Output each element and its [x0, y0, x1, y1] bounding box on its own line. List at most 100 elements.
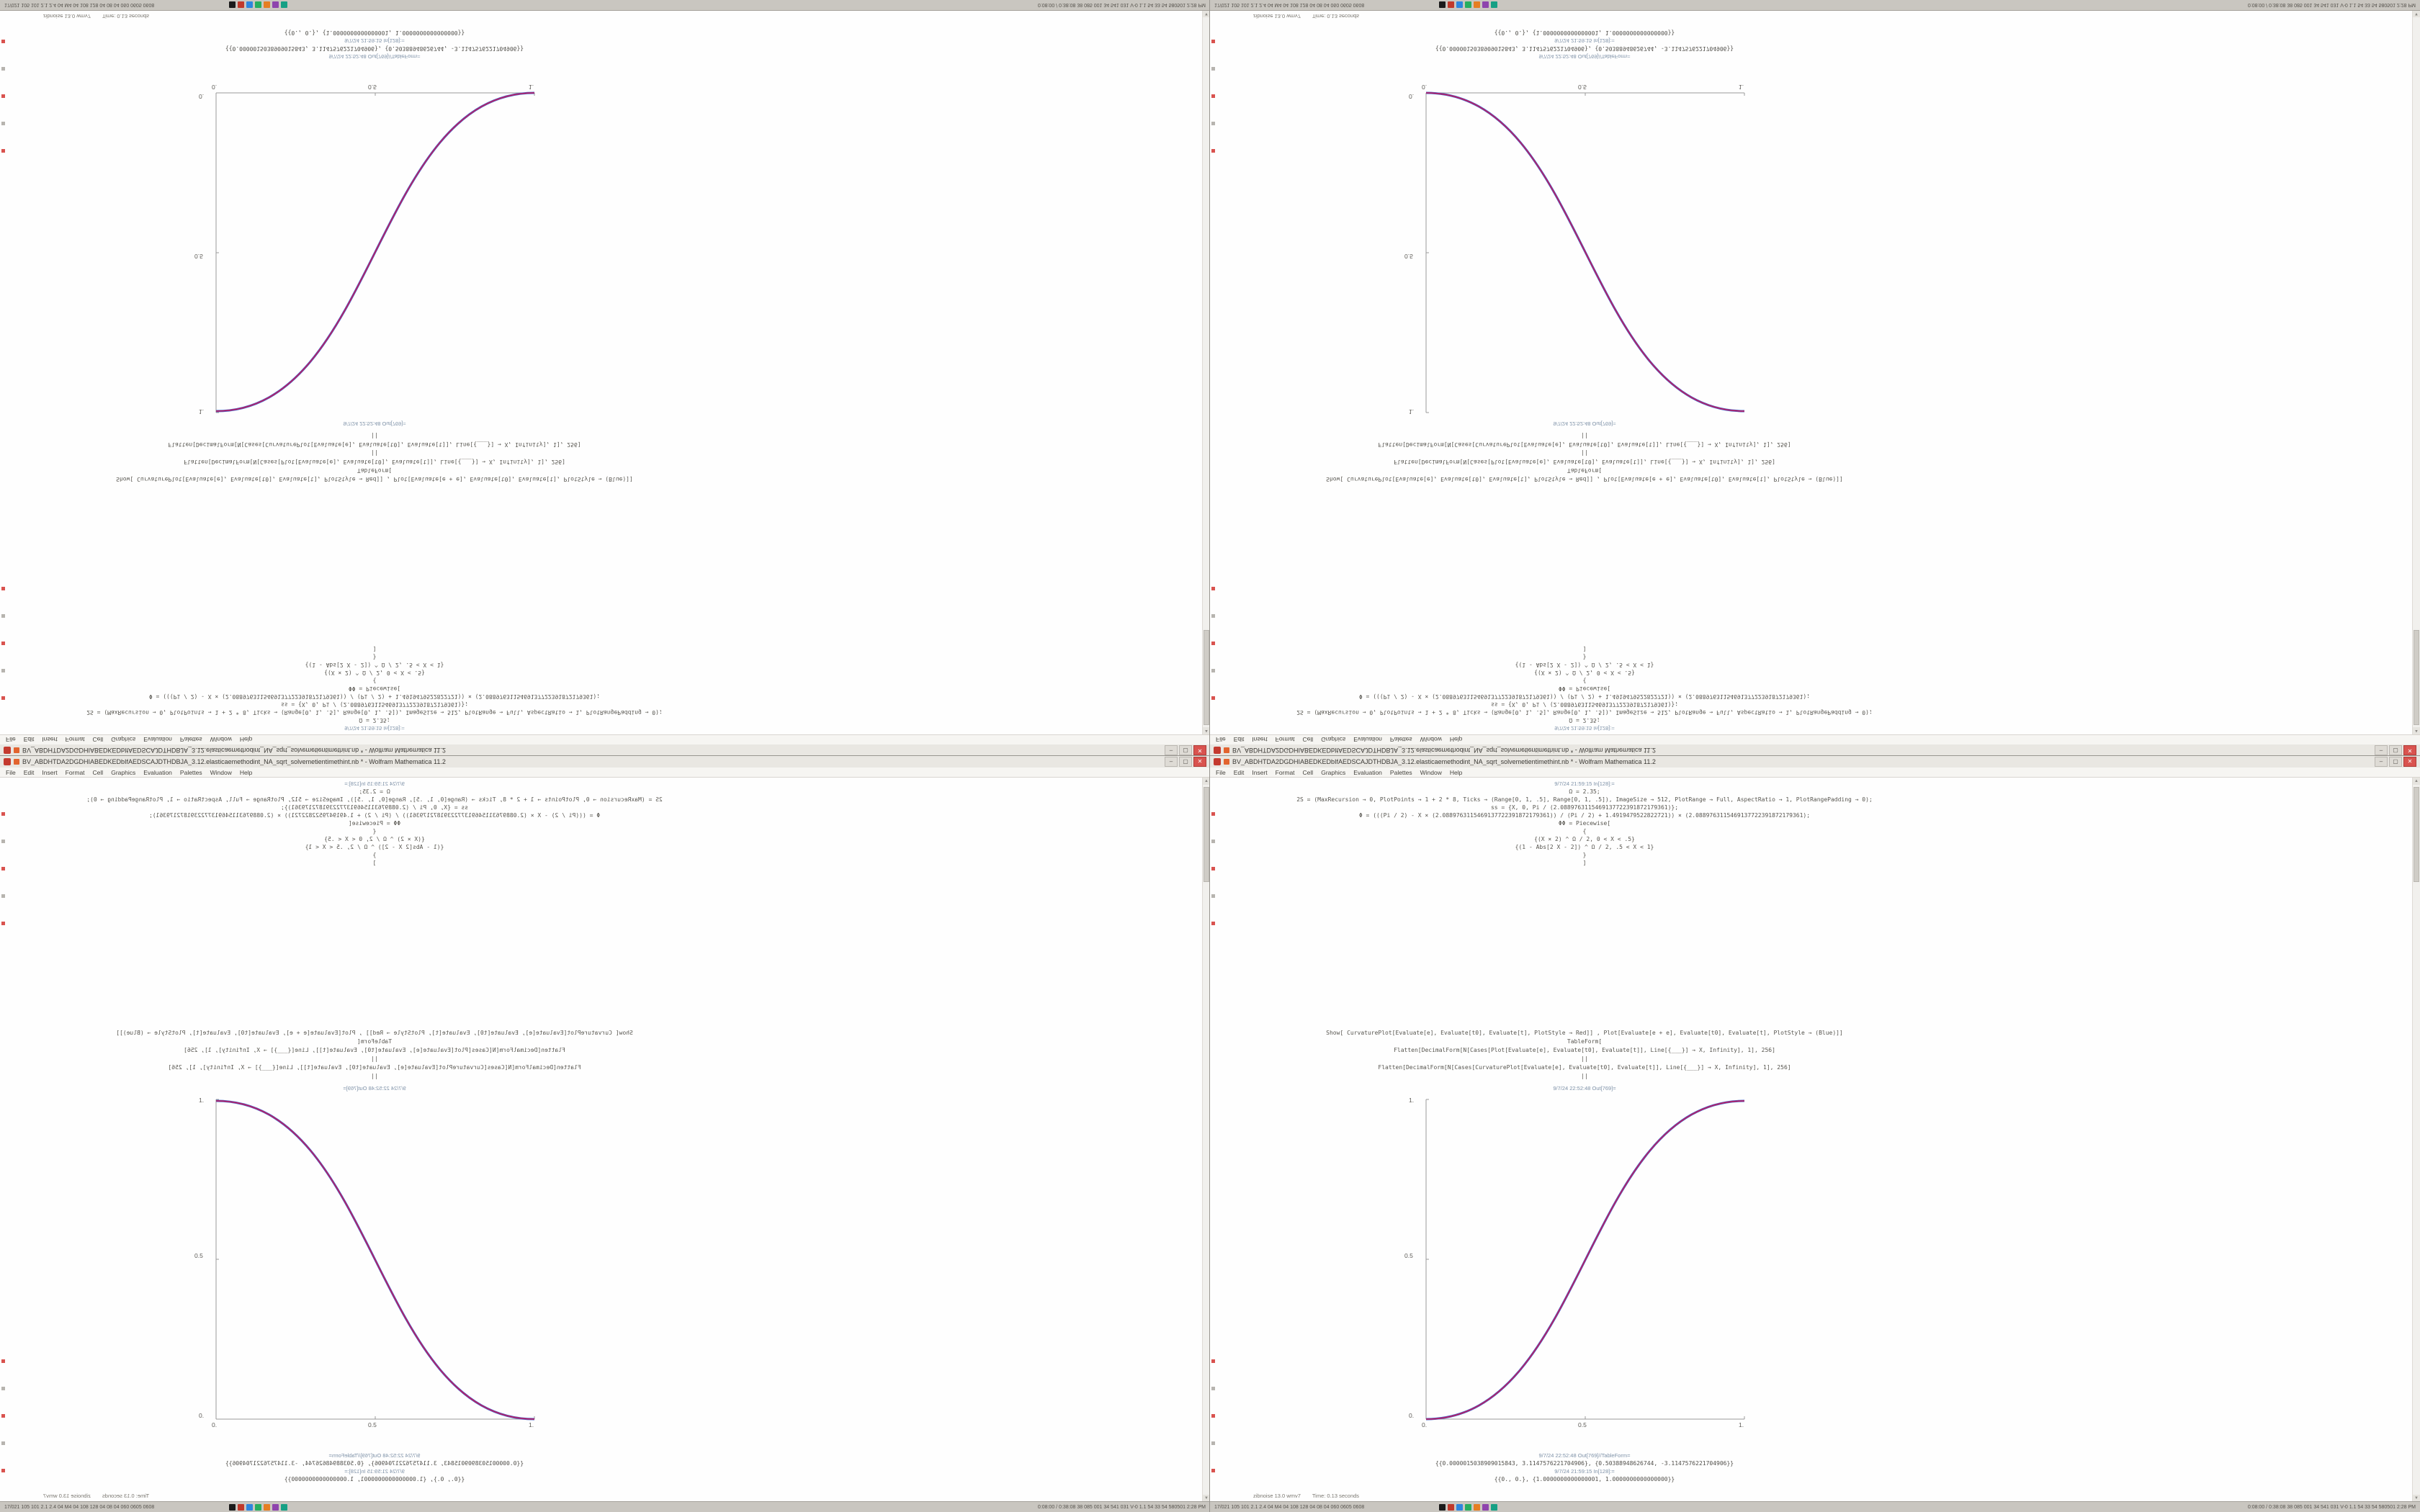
taskbar-app-icon-5[interactable]: [264, 1, 271, 9]
input-cell-line[interactable]: Flatten[DecimalForm[N[Cases[CurvaturePlo…: [1378, 441, 1791, 448]
scrollbar[interactable]: ▲ ▼: [2412, 10, 2420, 734]
input-cell-line[interactable]: TableForm[: [357, 1038, 393, 1045]
input-cell-line[interactable]: ||: [371, 450, 378, 456]
input-cell-line[interactable]: Φ = (((Pi / 2) - X × (2.0889763115469137…: [1358, 693, 1811, 700]
input-cell-line[interactable]: Ω = 2.35;: [1569, 717, 1600, 724]
menu-help[interactable]: Help: [239, 768, 253, 776]
menu-graphics[interactable]: Graphics: [1321, 736, 1346, 744]
input-cell-line[interactable]: TableForm[: [1567, 1038, 1603, 1045]
taskbar-app-icon-3[interactable]: [1456, 1, 1464, 9]
input-cell-line[interactable]: Show[ CurvaturePlot[Evaluate[e], Evaluat…: [1326, 476, 1843, 482]
menu-format[interactable]: Format: [65, 736, 85, 744]
menu-help[interactable]: Help: [1449, 736, 1463, 744]
input-cell-line[interactable]: {(1 - Abs[2 X - 2]) ^ Ω / 2, .5 < X < 1}: [305, 844, 444, 850]
minimize-button[interactable]: –: [1165, 757, 1178, 767]
input-cell-line[interactable]: ||: [1581, 1056, 1588, 1062]
input-cell-line[interactable]: Flatten[DecimalForm[N[Cases[Plot[Evaluat…: [184, 1047, 565, 1053]
menu-evaluation[interactable]: Evaluation: [143, 768, 172, 776]
scroll-up-arrow-icon[interactable]: ▲: [2413, 778, 2420, 785]
scrollbar-thumb[interactable]: [2414, 630, 2419, 725]
menu-help[interactable]: Help: [239, 736, 253, 744]
taskbar-app-icon-7[interactable]: [1491, 1503, 1498, 1511]
close-button[interactable]: ✕: [1193, 757, 1206, 767]
input-cell-line[interactable]: {(X × 2) ^ Ω / 2, 0 < X < .5}: [1534, 836, 1635, 842]
taskbar-app-icon-3[interactable]: [246, 1503, 254, 1511]
close-button[interactable]: ✕: [2403, 745, 2416, 755]
menu-cell[interactable]: Cell: [1302, 768, 1314, 776]
taskbar-app-icon-5[interactable]: [1474, 1, 1481, 9]
menu-file[interactable]: File: [1216, 768, 1226, 776]
input-cell-line[interactable]: }: [372, 654, 377, 660]
input-cell-line[interactable]: Flatten[DecimalForm[N[Cases[CurvaturePlo…: [168, 441, 581, 448]
input-cell-line[interactable]: Flatten[DecimalForm[N[Cases[Plot[Evaluat…: [1394, 459, 1775, 465]
menu-palettes[interactable]: Palettes: [1389, 736, 1412, 744]
input-cell-line[interactable]: Show[ CurvaturePlot[Evaluate[e], Evaluat…: [116, 1030, 633, 1036]
input-cell-line[interactable]: TableForm[: [1567, 467, 1603, 474]
menu-window[interactable]: Window: [210, 736, 232, 744]
menu-window[interactable]: Window: [1420, 768, 1442, 776]
menu-graphics[interactable]: Graphics: [111, 768, 136, 776]
window-titlebar[interactable]: BV_ABDHTDA2DGDHIABEDKEDbIfAEDSCAJDTHDBJA…: [1210, 756, 2420, 768]
menu-evaluation[interactable]: Evaluation: [143, 736, 172, 744]
menu-file[interactable]: File: [6, 736, 16, 744]
input-cell-line[interactable]: ss = {X, 0, Pi / (2.08897631154691377223…: [280, 701, 469, 708]
menu-palettes[interactable]: Palettes: [179, 736, 202, 744]
scroll-up-arrow-icon[interactable]: ▲: [2413, 727, 2420, 734]
taskbar[interactable]: 17/021 105 101 2.1 2.4 04 M4 04 108 128 …: [1210, 0, 2420, 11]
taskbar-app-icon-2[interactable]: [238, 1, 245, 9]
menu-insert[interactable]: Insert: [1252, 736, 1268, 744]
scrollbar[interactable]: ▲ ▼: [1202, 778, 1210, 1502]
input-cell-line[interactable]: }: [372, 852, 377, 858]
menu-insert[interactable]: Insert: [42, 736, 58, 744]
menu-graphics[interactable]: Graphics: [111, 736, 136, 744]
menu-palettes[interactable]: Palettes: [179, 768, 202, 776]
notebook-content[interactable]: 9/7/24 21:59:15 In[128]:= Ω = 2.35; 2S =…: [0, 10, 1203, 734]
scroll-down-arrow-icon[interactable]: ▼: [1203, 1495, 1210, 1502]
input-cell-line[interactable]: 2S = (MaxRecursion → 0, PlotPoints → 1 +…: [86, 796, 663, 803]
menu-help[interactable]: Help: [1449, 768, 1463, 776]
input-cell-line[interactable]: ss = {X, 0, Pi / (2.08897631154691377223…: [280, 804, 469, 811]
input-cell-line[interactable]: ]: [1582, 646, 1587, 652]
scroll-up-arrow-icon[interactable]: ▲: [1203, 727, 1210, 734]
input-cell-line[interactable]: 2S = (MaxRecursion → 0, PlotPoints → 1 +…: [1296, 709, 1873, 716]
menu-window[interactable]: Window: [210, 768, 232, 776]
input-cell-line[interactable]: ||: [371, 1056, 378, 1062]
input-cell-line[interactable]: Φ = (((Pi / 2) - X × (2.0889763115469137…: [148, 812, 601, 819]
notebook-content[interactable]: 9/7/24 21:59:15 In[128]:= Ω = 2.35; 2S =…: [1210, 778, 2413, 1502]
taskbar-app-icon-2[interactable]: [238, 1503, 245, 1511]
taskbar-app-icon-5[interactable]: [264, 1503, 271, 1511]
scroll-up-arrow-icon[interactable]: ▲: [1203, 778, 1210, 785]
window-titlebar[interactable]: BV_ABDHTDA2DGDHIABEDKEDbIfAEDSCAJDTHDBJA…: [1210, 744, 2420, 756]
scrollbar-thumb[interactable]: [1204, 787, 1209, 882]
maximize-button[interactable]: ▢: [2389, 745, 2402, 755]
input-cell-line[interactable]: TableForm[: [357, 467, 393, 474]
input-cell-line[interactable]: {(1 - Abs[2 X - 2]) ^ Ω / 2, .5 < X < 1}: [305, 662, 444, 668]
input-cell-line[interactable]: Flatten[DecimalForm[N[Cases[Plot[Evaluat…: [1394, 1047, 1775, 1053]
menu-evaluation[interactable]: Evaluation: [1353, 736, 1382, 744]
menu-cell[interactable]: Cell: [92, 768, 104, 776]
menu-file[interactable]: File: [6, 768, 16, 776]
menu-evaluation[interactable]: Evaluation: [1353, 768, 1382, 776]
input-cell-line[interactable]: Show[ CurvaturePlot[Evaluate[e], Evaluat…: [1326, 1030, 1843, 1036]
notebook-content[interactable]: 9/7/24 21:59:15 In[128]:= Ω = 2.35; 2S =…: [0, 778, 1203, 1502]
menu-graphics[interactable]: Graphics: [1321, 768, 1346, 776]
input-cell-line[interactable]: ||: [371, 1073, 378, 1079]
menu-edit[interactable]: Edit: [23, 736, 35, 744]
scrollbar[interactable]: ▲ ▼: [1202, 10, 1210, 734]
input-cell-line[interactable]: ]: [372, 860, 377, 866]
input-cell-line[interactable]: ||: [371, 433, 378, 439]
input-cell-line[interactable]: ΦΦ = Piecewise[: [1558, 685, 1611, 692]
menu-edit[interactable]: Edit: [1233, 768, 1245, 776]
input-cell-line[interactable]: 2S = (MaxRecursion → 0, PlotPoints → 1 +…: [86, 709, 663, 716]
input-cell-line[interactable]: }: [1582, 852, 1587, 858]
maximize-button[interactable]: ▢: [1179, 745, 1192, 755]
taskbar-app-icon-7[interactable]: [281, 1, 288, 9]
menu-window[interactable]: Window: [1420, 736, 1442, 744]
taskbar-app-icon-4[interactable]: [1465, 1503, 1472, 1511]
taskbar-app-icon-6[interactable]: [272, 1, 279, 9]
input-cell-line[interactable]: {: [372, 828, 377, 834]
window-titlebar[interactable]: BV_ABDHTDA2DGDHIABEDKEDbIfAEDSCAJDTHDBJA…: [0, 744, 1210, 756]
taskbar-app-icon-7[interactable]: [1491, 1, 1498, 9]
menu-format[interactable]: Format: [65, 768, 85, 776]
minimize-button[interactable]: –: [2375, 745, 2388, 755]
